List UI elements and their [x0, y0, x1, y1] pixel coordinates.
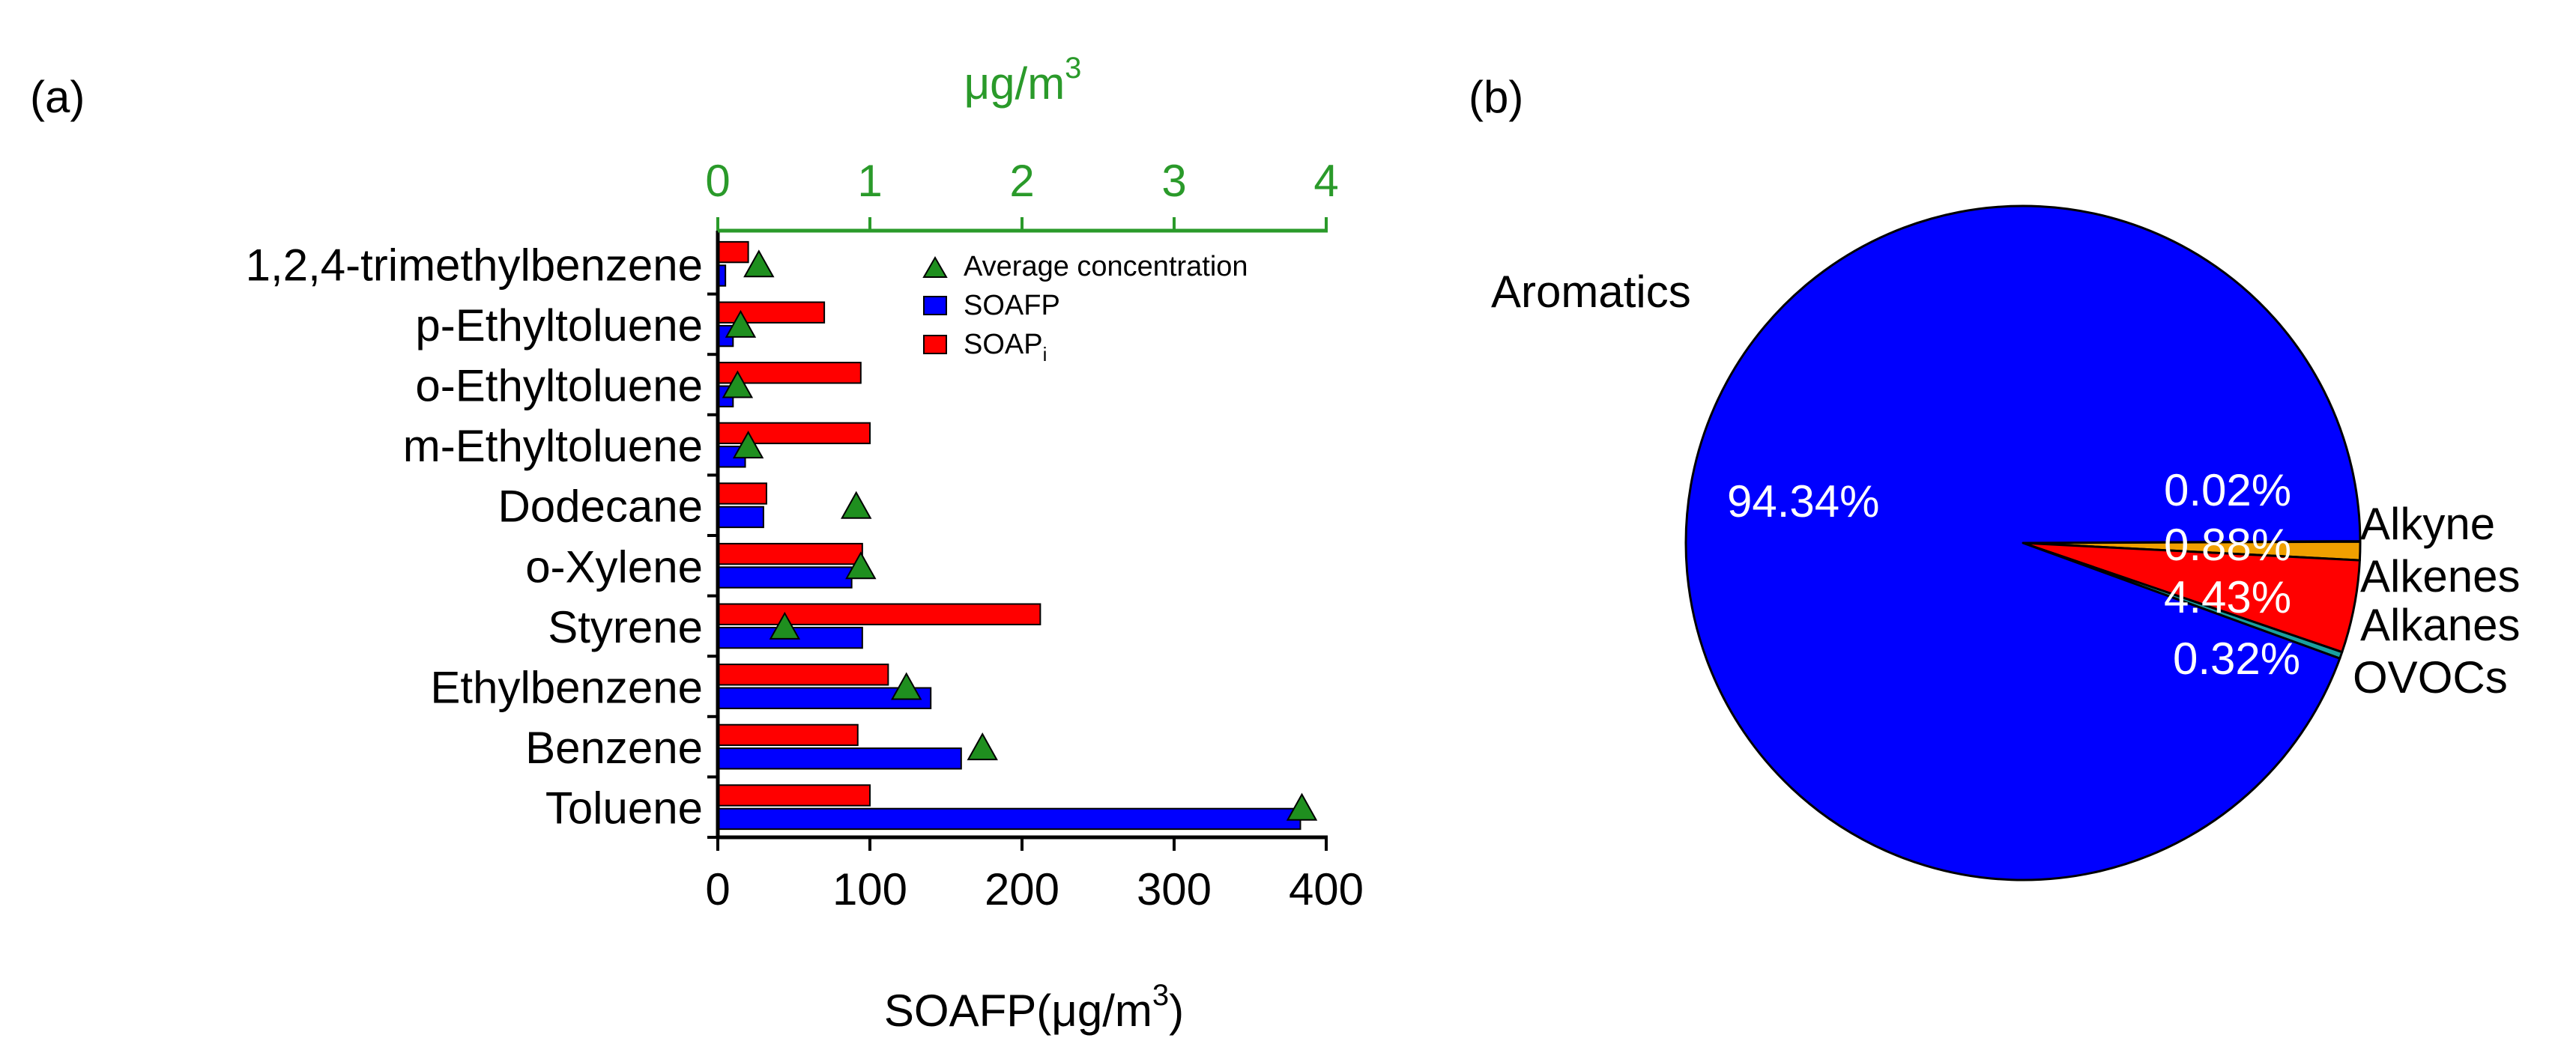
bar-soapi-1-2-4-trimethylbenzene — [717, 240, 749, 264]
bottom-axis-ticks: 0 100 200 300 400 — [705, 837, 1364, 914]
marker-concentration-benzene — [967, 732, 998, 761]
legend-soafp-swatch — [923, 296, 947, 315]
marker-concentration-p-ethyltoluene — [725, 309, 757, 338]
percent-alkyne: 0.02% — [2164, 465, 2291, 515]
top-tick-label-3: 3 — [1161, 156, 1186, 206]
legend-soapi-swatch — [923, 335, 947, 354]
legend-soapi: SOAPi — [964, 329, 1047, 365]
percent-aromatics: 94.34% — [1727, 476, 1880, 526]
legend-triangle-marker — [922, 255, 948, 278]
category-label-styrene: Styrene — [548, 602, 703, 652]
label-aromatics: Aromatics — [1491, 267, 1691, 317]
x-tick-label-0: 0 — [705, 864, 730, 914]
bar-soapi-o-xylene — [717, 542, 863, 565]
category-label-toluene: Toluene — [545, 783, 703, 834]
category-label-dodecane: Dodecane — [498, 482, 703, 532]
label-ovocs: OVOCs — [2353, 652, 2508, 702]
concentration-markers — [722, 249, 1318, 821]
marker-concentration-toluene — [1286, 792, 1318, 821]
category-label-p-ethyltoluene: p-Ethyltoluene — [415, 300, 703, 350]
legend: Average concentration SOAFP SOAPi — [922, 251, 1248, 365]
percent-alkanes: 4.43% — [2164, 572, 2291, 622]
bar-soafp-o-xylene — [717, 566, 853, 589]
marker-concentration-styrene — [769, 611, 801, 640]
marker-concentration-dodecane — [841, 491, 872, 519]
marker-concentration-o-ethyltoluene — [722, 370, 754, 398]
pie-labels: Aromatics 94.34% 0.02% 0.88% 4.43% 0.32%… — [1491, 267, 2520, 702]
legend-soafp: SOAFP — [964, 290, 1060, 321]
bar-soafp-dodecane — [717, 506, 764, 529]
bar-soapi-benzene — [717, 723, 859, 747]
category-labels: Toluene Benzene Ethylbenzene Styrene o-Xylen… — [246, 240, 718, 839]
bar-soapi-ethylbenzene — [717, 664, 889, 686]
category-label-o-xylene: o-Xylene — [525, 541, 703, 592]
category-label-m-ethyltoluene: m-Ethyltoluene — [403, 421, 703, 471]
label-alkenes: Alkenes — [2360, 551, 2520, 601]
marker-concentration-o-xylene — [845, 551, 877, 580]
label-alkanes: Alkanes — [2360, 600, 2520, 650]
percent-alkenes: 0.88% — [2164, 520, 2291, 570]
pie-chart: Aromatics 94.34% 0.02% 0.88% 4.43% 0.32%… — [1491, 204, 2520, 881]
bar-chart: Toluene Benzene Ethylbenzene Styrene o-Xylen… — [246, 52, 1364, 1036]
x-tick-label-100: 100 — [832, 864, 907, 914]
label-alkyne: Alkyne — [2360, 499, 2495, 549]
bar-soapi-p-ethyltoluene — [717, 301, 826, 324]
x-tick-label-400: 400 — [1289, 864, 1364, 914]
top-tick-label-0: 0 — [705, 156, 730, 206]
panel-a-label: (a) — [30, 72, 85, 122]
top-tick-label-2: 2 — [1009, 156, 1034, 206]
bar-soapi-toluene — [717, 784, 871, 807]
top-tick-label-1: 1 — [857, 156, 882, 206]
bar-soapi-m-ethyltoluene — [717, 422, 871, 445]
pie-slices — [1684, 204, 2362, 881]
top-axis-title: μg/m3 — [964, 52, 1082, 109]
percent-ovocs: 0.32% — [2173, 634, 2300, 684]
category-label-o-ethyltoluene: o-Ethyltoluene — [415, 361, 703, 411]
x-axis-title: SOAFP(μg/m3) — [884, 979, 1184, 1036]
bar-soapi-dodecane — [717, 482, 767, 505]
marker-concentration-m-ethyltoluene — [732, 431, 764, 459]
x-tick-label-200: 200 — [985, 864, 1059, 914]
panel-b-label: (b) — [1469, 72, 1523, 122]
category-label-ethylbenzene: Ethylbenzene — [430, 663, 703, 713]
marker-concentration-ethylbenzene — [891, 672, 922, 700]
legend-average-concentration: Average concentration — [964, 251, 1248, 282]
bar-series-group — [717, 240, 1301, 831]
top-axis-ticks: 0 1 2 3 4 — [705, 156, 1339, 231]
top-tick-label-4: 4 — [1313, 156, 1338, 206]
x-tick-label-300: 300 — [1137, 864, 1212, 914]
category-label-1-2-4-trimethylbenzene: 1,2,4-trimethylbenzene — [246, 240, 703, 290]
bar-soafp-benzene — [717, 747, 962, 770]
category-label-benzene: Benzene — [525, 723, 703, 773]
pie-slice-aromatics — [1684, 204, 2362, 881]
marker-concentration-1-2-4-trimethylbenzene — [743, 249, 775, 278]
bar-soapi-styrene — [717, 603, 1041, 625]
bar-soafp-toluene — [717, 807, 1301, 831]
